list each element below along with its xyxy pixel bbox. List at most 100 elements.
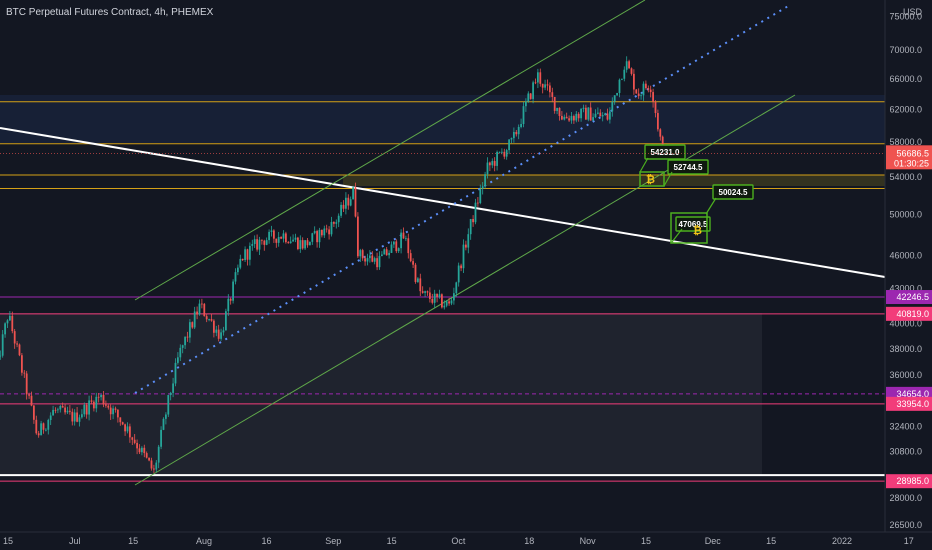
- candle-body: [179, 347, 182, 358]
- candle-body: [258, 239, 261, 250]
- price-axis-panel[interactable]: [885, 0, 932, 532]
- price-tick-label: 30800.0: [889, 446, 922, 456]
- candle-body: [534, 82, 537, 84]
- callout-box: [644, 144, 686, 160]
- candle-body: [479, 188, 482, 204]
- candle-body: [388, 252, 390, 256]
- candle-body: [59, 406, 62, 410]
- candle-body: [618, 79, 621, 93]
- candle-body: [560, 115, 563, 120]
- candle-body: [541, 83, 544, 88]
- candle-body: [580, 108, 582, 119]
- bitcoin-icon: ₿: [693, 224, 702, 237]
- candle-body: [30, 395, 33, 406]
- candle-body: [500, 151, 503, 153]
- price-tag-label: 40819.0: [896, 309, 929, 319]
- price-tick-label: 70000.0: [889, 45, 922, 55]
- price-tick-label: 75000.0: [889, 11, 922, 21]
- candle-body: [376, 258, 378, 268]
- candle-body: [428, 292, 431, 299]
- candle-body: [131, 437, 134, 440]
- candle-body: [232, 281, 234, 301]
- price-tick-label: 66000.0: [889, 74, 922, 84]
- callout-label: 52744.5: [674, 163, 703, 172]
- candle-body: [656, 113, 659, 130]
- candle-body: [246, 249, 249, 260]
- candle-body: [239, 258, 242, 268]
- candle-body: [582, 107, 585, 109]
- candle-body: [474, 202, 477, 223]
- candle-body: [148, 457, 150, 461]
- candle-body: [102, 394, 105, 405]
- candle-body: [294, 237, 297, 240]
- candle-body: [493, 161, 496, 166]
- candle-body: [383, 249, 386, 255]
- candle-body: [601, 115, 604, 117]
- candle-body: [248, 245, 251, 260]
- candle-body: [536, 72, 539, 83]
- candle-body: [637, 93, 640, 97]
- candle-body: [395, 241, 398, 252]
- candle-body: [620, 78, 623, 80]
- bitcoin-icon: ₿: [646, 173, 655, 186]
- candle-body: [169, 392, 172, 396]
- price-tick-label: 43000.0: [889, 283, 922, 293]
- candle-body: [292, 239, 294, 242]
- candle-body: [462, 244, 465, 269]
- candle-body: [400, 232, 402, 249]
- candle-body: [577, 113, 580, 119]
- candle-body: [325, 228, 328, 230]
- time-tick-label: Sep: [325, 536, 341, 546]
- candle-body: [66, 410, 69, 413]
- candle-body: [160, 429, 162, 447]
- candle-body: [570, 116, 573, 121]
- candle-body: [23, 372, 26, 374]
- support-zone-shade: [343, 175, 885, 186]
- candle-body: [275, 238, 278, 243]
- candle-body: [121, 422, 124, 425]
- candle-body: [608, 111, 611, 120]
- time-tick-label: 16: [262, 536, 272, 546]
- candle-body: [164, 414, 167, 419]
- candle-body: [140, 447, 143, 453]
- candle-body: [438, 294, 441, 298]
- candle-body: [1, 334, 4, 356]
- price-tag: [886, 306, 932, 321]
- candle-body: [642, 83, 645, 96]
- candle-body: [35, 419, 38, 434]
- channel-midline-dotted[interactable]: [134, 4, 791, 394]
- candle-body: [263, 240, 266, 245]
- candle-body: [592, 117, 594, 121]
- candle-body: [448, 301, 450, 304]
- candle-body: [128, 426, 131, 438]
- descending-trendline[interactable]: [0, 127, 886, 278]
- candle-body: [253, 239, 256, 244]
- candle-body: [64, 407, 66, 413]
- candle-body: [196, 311, 198, 315]
- candle-body: [368, 255, 371, 259]
- callout-box: [667, 159, 709, 175]
- callout-connector: [663, 171, 673, 187]
- candle-body: [354, 187, 357, 217]
- candle-body: [328, 229, 330, 235]
- candle-body: [16, 343, 18, 345]
- channel-upper-line[interactable]: [134, 0, 646, 301]
- candle-body: [32, 405, 35, 420]
- price-tick-label: 26500.0: [889, 520, 922, 530]
- candle-body: [320, 229, 323, 236]
- candle-body: [575, 113, 578, 121]
- candle-body: [28, 394, 30, 396]
- candle-body: [503, 151, 506, 157]
- candle-body: [124, 424, 126, 432]
- candle-body: [352, 187, 354, 200]
- candle-body: [568, 118, 570, 121]
- candle-body: [371, 255, 374, 262]
- candle-body: [8, 315, 11, 321]
- candle-body: [652, 92, 654, 102]
- candle-body: [481, 186, 484, 189]
- candle-body: [236, 267, 239, 273]
- candle-body: [311, 233, 314, 242]
